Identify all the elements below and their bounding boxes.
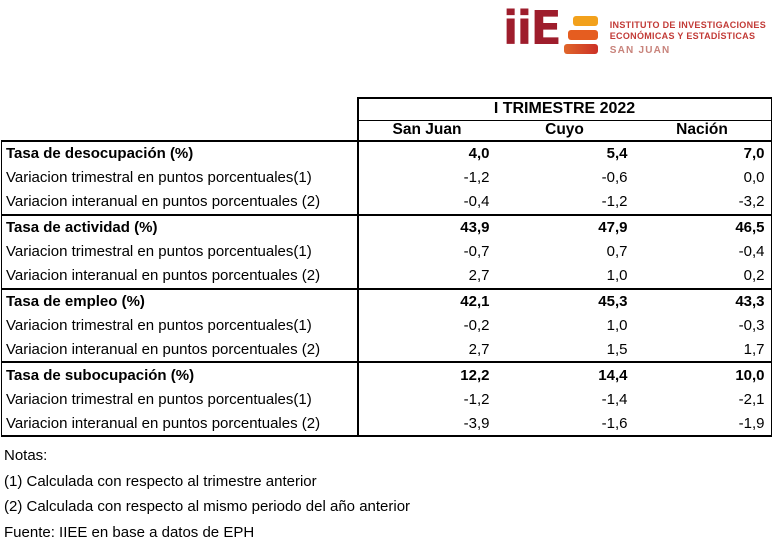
value-nacion: 43,3 bbox=[633, 287, 772, 314]
value-cuyo: -1,4 bbox=[601, 390, 628, 408]
row-label: Tasa de empleo (%) bbox=[1, 287, 359, 314]
header-corner-blank bbox=[2, 120, 358, 141]
value-nacion: 1,7 bbox=[633, 337, 772, 363]
value-nacion: -1,9 bbox=[633, 411, 772, 438]
row-label: Tasa de desocupación (%) bbox=[1, 140, 359, 166]
row-label: Variacion interanual en puntos porcentua… bbox=[1, 337, 359, 363]
value-san-juan: 4,0 bbox=[357, 140, 496, 166]
logo-monogram: iiE bbox=[502, 1, 562, 55]
notes-title: Notas: bbox=[4, 447, 48, 464]
table-row: Variacion trimestral en puntos porcentua… bbox=[1, 386, 772, 412]
row-label: Tasa de actividad (%) bbox=[1, 213, 359, 240]
value-nacion: 0,2 bbox=[633, 263, 772, 289]
value-san-juan: -0,7 bbox=[463, 243, 490, 261]
table-row: Variacion trimestral en puntos porcentua… bbox=[1, 313, 772, 338]
value-san-juan: 42,1 bbox=[357, 287, 496, 314]
row-label: Variacion interanual en puntos porcentua… bbox=[1, 411, 359, 438]
value-nacion: 7,0 bbox=[633, 140, 772, 166]
logo-bar-middle-icon bbox=[567, 30, 598, 40]
logo-bars-icon bbox=[563, 16, 598, 54]
period-header: I TRIMESTRE 2022 bbox=[356, 97, 772, 121]
value-san-juan: 2,7 bbox=[468, 267, 490, 285]
value-cuyo: -1,6 bbox=[495, 411, 634, 438]
footnotes: Notas: (1) Calculada con respecto al tri… bbox=[4, 443, 410, 537]
table-row: Variacion interanual en puntos porcentua… bbox=[1, 411, 772, 438]
row-label: Variacion trimestral en puntos porcentua… bbox=[1, 386, 359, 412]
value-nacion: 46,5 bbox=[633, 213, 772, 240]
row-label: Tasa de subocupación (%) bbox=[1, 361, 359, 387]
value-san-juan: -3,9 bbox=[357, 411, 496, 438]
note-1: (1) Calculada con respecto al trimestre … bbox=[4, 472, 317, 490]
value-cuyo: -1,2 bbox=[601, 193, 628, 211]
logo-wordmark: INSTITUTO DE INVESTIGACIONES ECONÓMICAS … bbox=[610, 20, 766, 56]
table-row: Variacion trimestral en puntos porcentua… bbox=[1, 239, 772, 264]
value-nacion: -0,3 bbox=[633, 313, 772, 338]
value-cuyo: 47,9 bbox=[495, 213, 634, 240]
org-name-line1: INSTITUTO DE INVESTIGACIONES bbox=[609, 20, 766, 30]
row-label: Variacion trimestral en puntos porcentua… bbox=[1, 313, 359, 338]
row-label: Variacion trimestral en puntos porcentua… bbox=[1, 239, 359, 264]
value-cuyo: 1,5 bbox=[606, 341, 628, 359]
value-cuyo: -0,6 bbox=[601, 169, 628, 187]
value-cuyo: 5,4 bbox=[495, 140, 634, 166]
value-san-juan: 12,2 bbox=[357, 361, 496, 387]
value-nacion: -3,2 bbox=[633, 190, 772, 215]
value-san-juan: -1,2 bbox=[463, 390, 490, 408]
table-row: Tasa de empleo (%) 42,1 45,3 43,3 bbox=[1, 287, 772, 314]
table-row: Tasa de desocupación (%) 4,0 5,4 7,0 bbox=[1, 140, 772, 166]
value-cuyo: 14,4 bbox=[495, 361, 634, 387]
logo-bar-top-icon bbox=[572, 16, 598, 26]
column-header-san-juan: San Juan bbox=[356, 120, 496, 141]
org-name-line2: ECONÓMICAS Y ESTADÍSTICAS bbox=[609, 31, 756, 41]
iiee-logo: iiE INSTITUTO DE INVESTIGACIONES ECONÓMI… bbox=[502, 1, 766, 56]
table-row: Variacion interanual en puntos porcentua… bbox=[1, 337, 772, 363]
table-row: Tasa de actividad (%) 43,9 47,9 46,5 bbox=[1, 213, 772, 240]
column-header-nacion: Nación bbox=[633, 120, 772, 141]
table-row: Variacion interanual en puntos porcentua… bbox=[1, 263, 772, 289]
value-nacion: 10,0 bbox=[633, 361, 772, 387]
value-cuyo: 45,3 bbox=[495, 287, 634, 314]
value-nacion: -0,4 bbox=[633, 239, 772, 264]
value-san-juan: -0,4 bbox=[463, 193, 490, 211]
source-line: Fuente: IIEE en base a datos de EPH bbox=[4, 523, 255, 537]
value-san-juan: 2,7 bbox=[468, 341, 490, 359]
value-san-juan: -1,2 bbox=[463, 169, 490, 187]
indicators-table: I TRIMESTRE 2022 San Juan Cuyo Nación Ta… bbox=[1, 97, 772, 438]
table-row: Variacion trimestral en puntos porcentua… bbox=[1, 165, 772, 191]
table-row: Variacion interanual en puntos porcentua… bbox=[1, 190, 772, 215]
column-header-cuyo: Cuyo bbox=[545, 121, 584, 139]
value-san-juan: 43,9 bbox=[357, 213, 496, 240]
row-label: Variacion interanual en puntos porcentua… bbox=[1, 190, 359, 215]
iiee-logo-mark: iiE bbox=[502, 1, 598, 55]
value-cuyo: 1,0 bbox=[606, 267, 628, 285]
column-header-row: San Juan Cuyo Nación bbox=[2, 120, 772, 141]
logo-bar-bottom-icon bbox=[563, 44, 598, 54]
value-cuyo: 0,7 bbox=[606, 243, 628, 261]
header-corner-blank bbox=[2, 98, 358, 120]
value-nacion: -2,1 bbox=[633, 386, 772, 412]
period-row: I TRIMESTRE 2022 bbox=[2, 97, 772, 121]
value-cuyo: 1,0 bbox=[606, 316, 628, 334]
note-2: (2) Calculada con respecto al mismo peri… bbox=[4, 498, 411, 515]
value-nacion: 0,0 bbox=[633, 165, 772, 191]
value-san-juan: -0,2 bbox=[463, 316, 490, 334]
row-label: Variacion trimestral en puntos porcentua… bbox=[1, 165, 359, 191]
org-location: SAN JUAN bbox=[609, 45, 671, 56]
row-label: Variacion interanual en puntos porcentua… bbox=[1, 263, 359, 289]
table-row: Tasa de subocupación (%) 12,2 14,4 10,0 bbox=[1, 361, 772, 387]
